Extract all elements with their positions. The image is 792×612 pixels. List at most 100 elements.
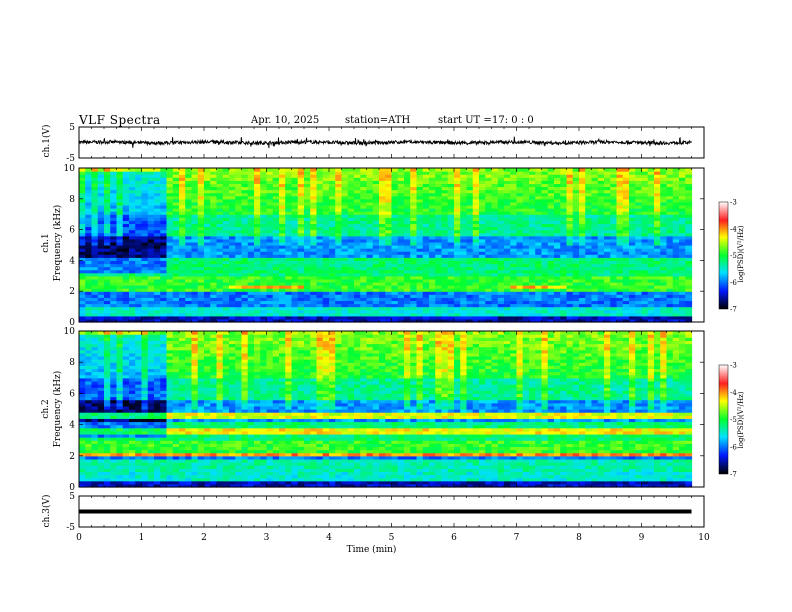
ch1-spec-cell [591, 208, 599, 212]
ch1-spec-cell [466, 291, 474, 295]
ch1-spec-cell [597, 245, 605, 249]
ch1-spec-cell [566, 223, 574, 228]
ch1-spec-cell [416, 186, 424, 191]
ch1-spec-cell [129, 168, 136, 172]
ch1-spec-cell [222, 238, 230, 243]
ch1-spec-cell [460, 177, 468, 181]
ch1-spec-cell [141, 309, 149, 314]
ch1-spec-cell [516, 217, 524, 221]
ch1-spec-cell [91, 171, 99, 175]
ch1-spec-cell [304, 312, 311, 317]
ch1-spec-cell [379, 315, 386, 320]
ch1-spec-cell [416, 315, 424, 320]
ch1-spec-cell [629, 294, 636, 298]
ch1-spec-cell [354, 241, 361, 246]
ch1-spec-cell [329, 229, 336, 234]
ch1-spec-cell [685, 263, 693, 268]
ch1-spec-cell [329, 306, 336, 311]
ch1-spec-cell [616, 241, 624, 246]
ch1-spec-cell [335, 294, 343, 298]
ch1-spec-cell [535, 186, 543, 191]
ch1-spec-cell [416, 266, 424, 271]
ch1-spec-cell [504, 278, 511, 283]
ch1-spec-cell [297, 278, 305, 283]
ch1-spec-cell [354, 235, 361, 240]
ch1-spec-cell [366, 180, 374, 184]
ch1-spec-cell [304, 186, 311, 191]
ch1-spec-cell [160, 315, 168, 320]
ch1-spec-cell [422, 189, 430, 194]
ch1-spec-cell [166, 306, 174, 311]
ch1-spec-cell [147, 254, 155, 258]
ch1-spec-cell [435, 272, 443, 277]
ch1-spec-cell [485, 201, 493, 206]
ch1-spec-cell [91, 220, 99, 225]
ch1-spec-cell [660, 260, 668, 265]
ch1-spec-cell [235, 223, 243, 228]
ch1-spec-cell [310, 297, 318, 302]
ch1-spec-cell [247, 281, 255, 286]
ch1-spec-cell [354, 300, 361, 305]
ch1-spec-cell [341, 195, 349, 200]
ch1-spec-cell [272, 223, 280, 228]
ch1-spec-cell [485, 177, 493, 181]
ch1-spec-cell [629, 232, 636, 237]
ch1-spec-cell [472, 309, 480, 314]
ch1-spec-cell [554, 257, 561, 261]
ch1-spec-cell [372, 174, 380, 178]
ch1-spec-cell [460, 238, 468, 243]
ch1-spec-cell [497, 248, 505, 252]
ch1-spec-cell [379, 272, 386, 277]
ch1-spec-cell [304, 291, 311, 295]
ch1-spec-cell [341, 303, 349, 308]
ch1-spec-cell [85, 177, 93, 181]
ch1-spec-cell [97, 266, 105, 271]
ch1-spec-cell [341, 300, 349, 305]
ch1-spec-cell [397, 195, 405, 200]
ch1-spec-cell [347, 266, 355, 271]
ch1-spec-cell [610, 180, 618, 184]
ch1-spec-cell [679, 303, 686, 308]
ch1-spec-cell [204, 269, 211, 274]
ch1-spec-cell [241, 174, 249, 178]
ch1-spec-cell [372, 214, 380, 218]
ch1-spec-cell [266, 269, 274, 274]
ch1-spec-cell [272, 192, 280, 197]
ch1-spec-cell [479, 251, 486, 255]
ch1-spec-cell [541, 226, 549, 231]
ch1-spec-cell [435, 229, 443, 234]
ch1-spec-cell [166, 318, 174, 323]
ch1-spec-cell [372, 226, 380, 231]
ch1-spec-cell [322, 300, 330, 305]
ch1-spec-cell [485, 278, 493, 283]
ch1-spec-cell [379, 220, 386, 225]
ch1-spec-cell [435, 303, 443, 308]
ch1-spec-cell [297, 168, 305, 172]
ch1-spec-cell [579, 189, 586, 194]
ch1-spec-cell [554, 300, 561, 305]
ch1-spec-cell [560, 309, 568, 314]
ch1-spec-cell [372, 257, 380, 261]
ch1-spec-cell [310, 303, 318, 308]
ch1-spec-cell [566, 303, 574, 308]
ch1-spec-cell [622, 180, 630, 184]
ch1-spec-cell [166, 201, 174, 206]
ch1-spec-cell [429, 238, 436, 243]
ch1-spec-cell [391, 238, 399, 243]
ch1-spec-cell [360, 288, 368, 292]
ch1-spec-cell [141, 168, 149, 172]
ch1-spec-cell [191, 257, 199, 261]
ch1-spec-cell [385, 198, 393, 203]
ch1-spec-cell [179, 300, 186, 305]
ch1-spec-cell [372, 220, 380, 225]
ch1-spec-cell [541, 257, 549, 261]
ch1-spec-cell [79, 294, 86, 298]
ch1-spec-cell [504, 245, 511, 249]
ch1-spec-cell [622, 260, 630, 265]
ch1-spec-cell [597, 183, 605, 188]
ch1-spec-cell [435, 315, 443, 320]
ch1-spec-cell [260, 275, 268, 280]
ch1-spec-cell [410, 217, 418, 221]
ch1-spec-cell [85, 312, 93, 317]
ch1-spec-cell [504, 220, 511, 225]
